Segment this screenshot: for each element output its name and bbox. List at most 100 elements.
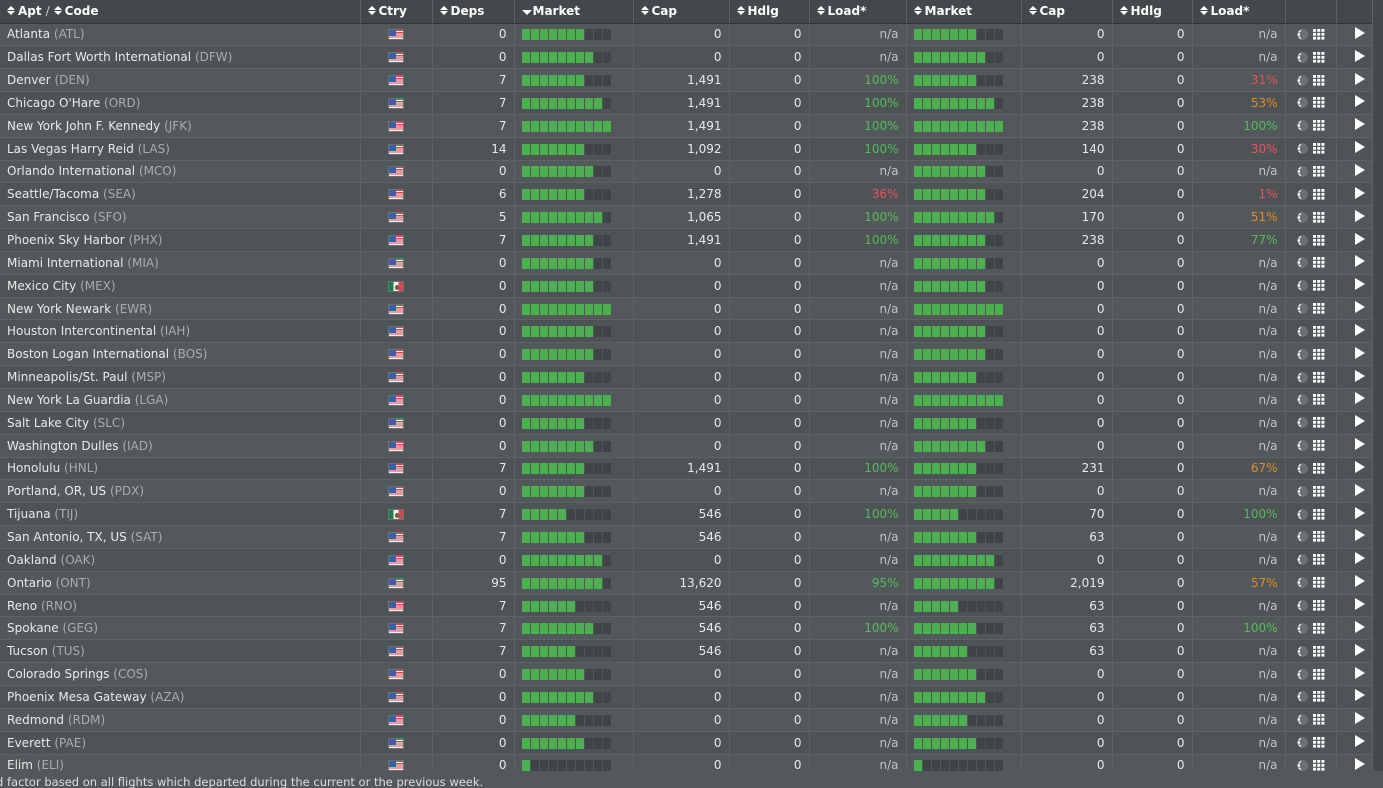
- cell-airport[interactable]: Oakland (OAK): [0, 548, 361, 572]
- grid-icon[interactable]: [1312, 531, 1325, 543]
- grid-icon[interactable]: [1312, 668, 1325, 680]
- grid-icon[interactable]: [1312, 280, 1325, 291]
- grid-icon[interactable]: [1312, 554, 1325, 565]
- grid-icon[interactable]: [1312, 508, 1325, 520]
- cell-airport[interactable]: Portland, OR, US (PDX): [0, 479, 361, 504]
- table-row[interactable]: Boston Logan International (BOS) 0 0 0 n/a 0 0…: [0, 342, 1383, 367]
- sort-arrows-icon[interactable]: [1028, 6, 1037, 16]
- grid-icon[interactable]: [1312, 120, 1325, 131]
- play-icon[interactable]: [1355, 278, 1365, 291]
- grid-icon[interactable]: [1312, 394, 1325, 406]
- play-icon[interactable]: [1355, 26, 1365, 39]
- globe-icon[interactable]: [1297, 691, 1308, 702]
- play-icon[interactable]: [1355, 323, 1365, 336]
- play-icon[interactable]: [1355, 643, 1365, 656]
- cell-airport[interactable]: San Antonio, TX, US (SAT): [0, 525, 361, 549]
- cell-airport[interactable]: Honolulu (HNL): [0, 457, 361, 481]
- sort-arrows-icon[interactable]: [439, 6, 448, 16]
- grid-icon[interactable]: [1312, 759, 1325, 771]
- cell-airport[interactable]: Phoenix Mesa Gateway (AZA): [0, 685, 361, 709]
- table-row[interactable]: San Francisco (SFO) 5 1,065 0 100% 170 0 51%: [0, 205, 1383, 230]
- play-icon[interactable]: [1355, 163, 1365, 176]
- cell-airport[interactable]: Miami International (MIA): [0, 251, 361, 275]
- cell-airport[interactable]: Phoenix Sky Harbor (PHX): [0, 228, 361, 252]
- cell-airport[interactable]: Colorado Springs (COS): [0, 662, 361, 686]
- globe-icon[interactable]: [1297, 280, 1308, 291]
- table-row[interactable]: Everett (PAE) 0 0 0 n/a 0 0 n/a: [0, 731, 1383, 755]
- globe-icon[interactable]: [1297, 189, 1308, 200]
- grid-icon[interactable]: [1312, 257, 1325, 268]
- grid-icon[interactable]: [1312, 97, 1325, 109]
- grid-icon[interactable]: [1312, 211, 1325, 223]
- grid-icon[interactable]: [1312, 462, 1325, 474]
- globe-icon[interactable]: [1297, 646, 1308, 657]
- table-row[interactable]: Phoenix Sky Harbor (PHX) 7 1,491 0 100% 238 0 7…: [0, 228, 1383, 252]
- grid-icon[interactable]: [1312, 188, 1325, 200]
- play-icon[interactable]: [1355, 369, 1365, 382]
- sort-descending-icon[interactable]: [521, 10, 532, 16]
- globe-icon[interactable]: [1297, 120, 1308, 131]
- cell-airport[interactable]: Orlando International (MCO): [0, 160, 361, 184]
- cell-airport[interactable]: Reno (RNO): [0, 594, 361, 618]
- table-row[interactable]: Phoenix Mesa Gateway (AZA) 0 0 0 n/a 0 0 n/a: [0, 685, 1383, 709]
- play-icon[interactable]: [1355, 392, 1365, 405]
- cell-airport[interactable]: Chicago O'Hare (ORD): [0, 91, 361, 115]
- grid-icon[interactable]: [1312, 74, 1325, 86]
- table-row[interactable]: Dallas Fort Worth International (DFW) 0 0 0…: [0, 45, 1383, 70]
- globe-icon[interactable]: [1297, 326, 1308, 337]
- grid-icon[interactable]: [1312, 303, 1325, 314]
- table-row[interactable]: Mexico City (MEX) 0 0 0 n/a 0 0 n/a: [0, 274, 1383, 298]
- sort-arrows-icon[interactable]: [7, 6, 15, 16]
- table-row[interactable]: Portland, OR, US (PDX) 0 0 0 n/a 0 0 n/a: [0, 479, 1383, 504]
- column-header-deps[interactable]: Deps: [432, 0, 515, 24]
- column-header-cap-2[interactable]: Cap: [1021, 0, 1113, 24]
- column-header-load-1[interactable]: Load*: [809, 0, 907, 24]
- column-header-hdlg-1[interactable]: Hdlg: [729, 0, 810, 24]
- play-icon[interactable]: [1355, 689, 1365, 702]
- play-icon[interactable]: [1355, 186, 1365, 199]
- play-icon[interactable]: [1355, 598, 1365, 611]
- column-header-market-2[interactable]: Market: [906, 0, 1022, 24]
- play-icon[interactable]: [1355, 118, 1365, 131]
- sort-arrows-icon[interactable]: [736, 6, 745, 16]
- vertical-scrollbar[interactable]: [1372, 0, 1383, 788]
- globe-icon[interactable]: [1297, 623, 1308, 634]
- globe-icon[interactable]: [1297, 440, 1308, 451]
- globe-icon[interactable]: [1297, 531, 1308, 542]
- grid-icon[interactable]: [1312, 691, 1325, 702]
- globe-icon[interactable]: [1297, 52, 1308, 63]
- grid-icon[interactable]: [1312, 485, 1325, 497]
- cell-airport[interactable]: Tijuana (TIJ): [0, 502, 361, 527]
- grid-icon[interactable]: [1312, 325, 1325, 337]
- table-row[interactable]: New York Newark (EWR) 0 0 0 n/a 0 0 n/a: [0, 297, 1383, 321]
- play-icon[interactable]: [1355, 712, 1365, 725]
- globe-icon[interactable]: [1297, 669, 1308, 680]
- table-row[interactable]: Tucson (TUS) 7 546 0 n/a 63 0 n/a: [0, 639, 1383, 664]
- cell-airport[interactable]: New York John F. Kennedy (JFK): [0, 114, 361, 138]
- globe-icon[interactable]: [1297, 29, 1308, 40]
- globe-icon[interactable]: [1297, 75, 1308, 86]
- cell-airport[interactable]: Everett (PAE): [0, 731, 361, 755]
- play-icon[interactable]: [1355, 483, 1365, 496]
- table-row[interactable]: Seattle/Tacoma (SEA) 6 1,278 0 36% 204 0 1%: [0, 182, 1383, 207]
- cell-airport[interactable]: Spokane (GEG): [0, 616, 361, 641]
- sort-arrows-icon[interactable]: [367, 6, 376, 16]
- grid-icon[interactable]: [1312, 600, 1325, 611]
- play-icon[interactable]: [1355, 735, 1365, 748]
- cell-airport[interactable]: Tucson (TUS): [0, 639, 361, 664]
- cell-airport[interactable]: Mexico City (MEX): [0, 274, 361, 298]
- play-icon[interactable]: [1355, 346, 1365, 359]
- globe-icon[interactable]: [1297, 417, 1308, 428]
- cell-airport[interactable]: Washington Dulles (IAD): [0, 434, 361, 458]
- play-icon[interactable]: [1355, 95, 1365, 108]
- cell-airport[interactable]: Dallas Fort Worth International (DFW): [0, 45, 361, 70]
- play-icon[interactable]: [1355, 666, 1365, 679]
- column-header-apt-code[interactable]: Apt / Code: [0, 0, 361, 24]
- sort-arrows-icon[interactable]: [1199, 6, 1208, 16]
- play-icon[interactable]: [1355, 209, 1365, 222]
- grid-icon[interactable]: [1312, 234, 1325, 246]
- globe-icon[interactable]: [1297, 714, 1308, 725]
- table-row[interactable]: Washington Dulles (IAD) 0 0 0 n/a 0 0 n/a: [0, 434, 1383, 458]
- table-row[interactable]: Colorado Springs (COS) 0 0 0 n/a 0 0 n/a: [0, 662, 1383, 686]
- globe-icon[interactable]: [1297, 577, 1308, 588]
